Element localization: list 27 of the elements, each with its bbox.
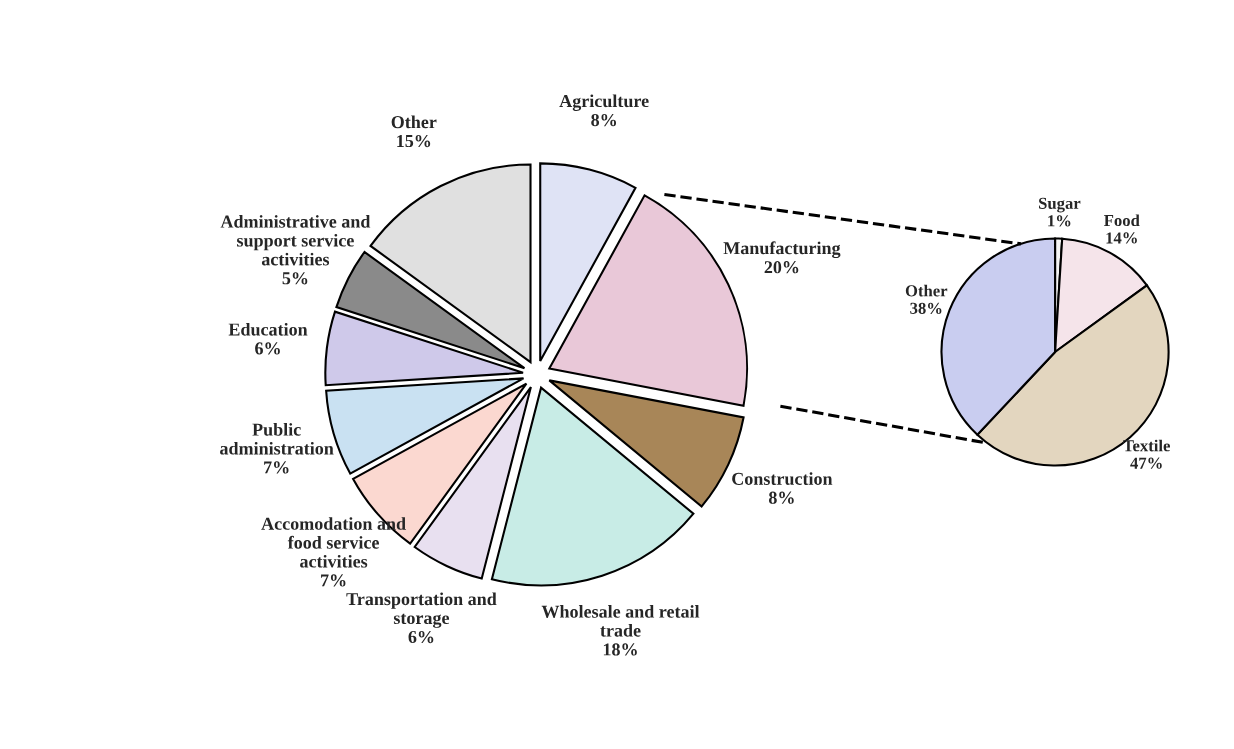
slice-label: Textile bbox=[1123, 439, 1170, 452]
slice-label: Education bbox=[228, 322, 308, 336]
slice-label: Other bbox=[391, 115, 437, 129]
slice-label: Other bbox=[905, 284, 948, 297]
slice-label: Food bbox=[1104, 214, 1140, 227]
data-label: 1% bbox=[1048, 215, 1071, 227]
data-label: 47% bbox=[1130, 457, 1162, 469]
data-label: 15% bbox=[397, 134, 431, 148]
data-label: 6% bbox=[408, 630, 434, 644]
data-label: 20% bbox=[764, 261, 799, 274]
data-label: 8% bbox=[591, 113, 617, 127]
slice-label: Agriculture bbox=[559, 94, 649, 111]
slice-label: Construction bbox=[732, 472, 833, 485]
data-label: 6% bbox=[255, 342, 280, 355]
slice-label: Public administration bbox=[220, 423, 334, 455]
slice-label: Transportation and storage bbox=[346, 592, 497, 628]
data-label: 7% bbox=[264, 461, 289, 474]
data-label: 7% bbox=[321, 574, 346, 587]
data-label: 18% bbox=[603, 643, 637, 656]
slice-label: Wholesale and retail trade bbox=[541, 605, 700, 637]
data-label: 8% bbox=[768, 491, 794, 504]
data-label: 38% bbox=[910, 302, 942, 314]
slice-label: Manufacturing bbox=[723, 241, 841, 259]
data-label: 5% bbox=[282, 272, 308, 285]
data-label: 14% bbox=[1106, 232, 1137, 244]
slice-label: Administrative and support service activities bbox=[220, 215, 371, 266]
slice-label: Sugar bbox=[1039, 197, 1081, 213]
